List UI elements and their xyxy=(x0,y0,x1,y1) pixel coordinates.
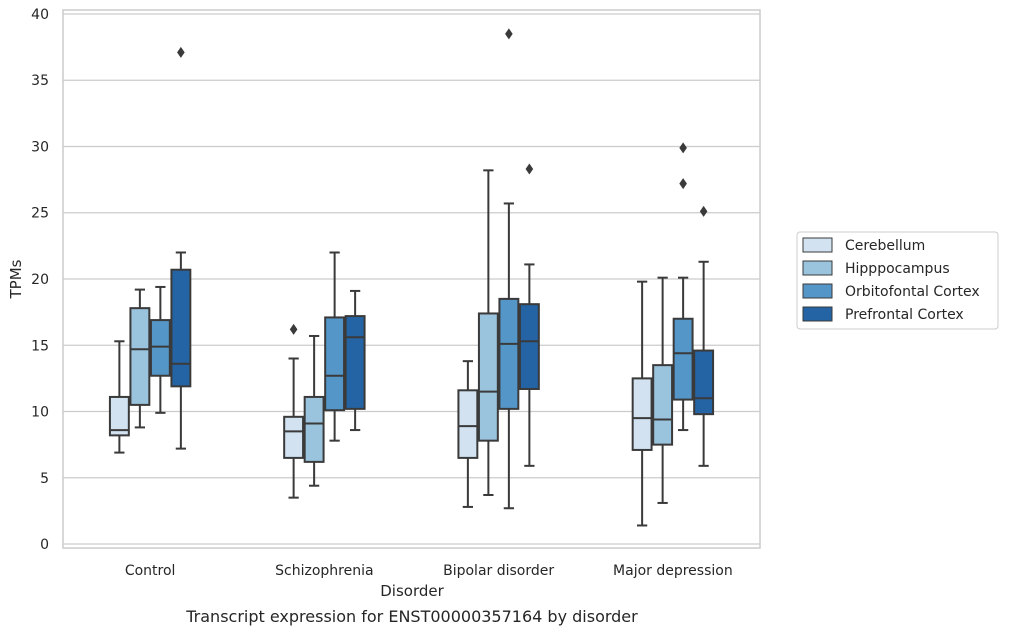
x-tick-label: Schizophrenia xyxy=(275,563,373,579)
legend-label: Hipppocampus xyxy=(845,261,950,277)
y-tick-label: 25 xyxy=(31,206,49,222)
y-tick-label: 5 xyxy=(40,471,49,487)
outlier-point xyxy=(177,46,185,58)
outlier-point xyxy=(505,28,513,40)
outlier-point xyxy=(679,178,687,190)
legend-swatch xyxy=(802,306,833,322)
box xyxy=(631,377,653,451)
y-tick-label: 35 xyxy=(31,73,49,89)
legend-swatch xyxy=(802,237,833,253)
box xyxy=(518,303,540,390)
x-tick-label: Bipolar disorder xyxy=(443,563,554,579)
series-orbitofontal-cortex xyxy=(149,28,694,510)
y-tick-label: 0 xyxy=(40,537,49,553)
box xyxy=(693,349,715,416)
plot-frame xyxy=(62,9,761,549)
box xyxy=(652,364,674,446)
axis-ticks: 0 5 10 15 20 25 30 35 40 Control Schizophrenia Bipo… xyxy=(31,7,733,579)
x-tick-label: Control xyxy=(125,563,176,579)
legend-swatch xyxy=(802,260,833,276)
legend-label: Orbitofontal Cortex xyxy=(845,284,980,300)
outlier-point xyxy=(679,142,687,154)
box xyxy=(149,319,171,377)
box xyxy=(498,297,520,410)
box xyxy=(283,415,305,459)
legend-label: Cerebellum xyxy=(845,238,925,254)
series-hipppocampus xyxy=(129,169,674,504)
box-series-group xyxy=(108,28,715,527)
box xyxy=(344,315,366,410)
legend-frame xyxy=(796,231,999,330)
box xyxy=(129,307,151,406)
y-tick-label: 40 xyxy=(31,7,49,23)
box xyxy=(170,268,192,388)
outlier-point xyxy=(525,163,534,175)
legend-swatch xyxy=(802,283,833,299)
series-cerebellum xyxy=(108,280,653,527)
box xyxy=(457,389,479,459)
y-tick-label: 10 xyxy=(31,405,49,421)
box xyxy=(324,316,346,412)
series-prefrontal-cortex xyxy=(170,46,715,467)
y-tick-label: 15 xyxy=(31,338,49,354)
box xyxy=(477,312,499,442)
y-tick-label: 20 xyxy=(31,272,49,288)
box xyxy=(672,317,694,401)
legend: Cerebellum Hipppocampus Orbitofontal Corte… xyxy=(796,231,999,330)
chart-caption: Transcript expression for ENST0000035716… xyxy=(185,607,638,626)
box xyxy=(108,395,130,437)
x-tick-label: Major depression xyxy=(613,563,733,579)
y-axis-label: TPMs xyxy=(7,259,25,299)
outlier-point xyxy=(289,323,298,335)
outlier-point xyxy=(699,205,708,217)
y-tick-label: 30 xyxy=(31,139,49,155)
legend-label: Prefrontal Cortex xyxy=(845,307,964,323)
box xyxy=(303,395,325,463)
x-axis-label: Disorder xyxy=(380,582,444,600)
